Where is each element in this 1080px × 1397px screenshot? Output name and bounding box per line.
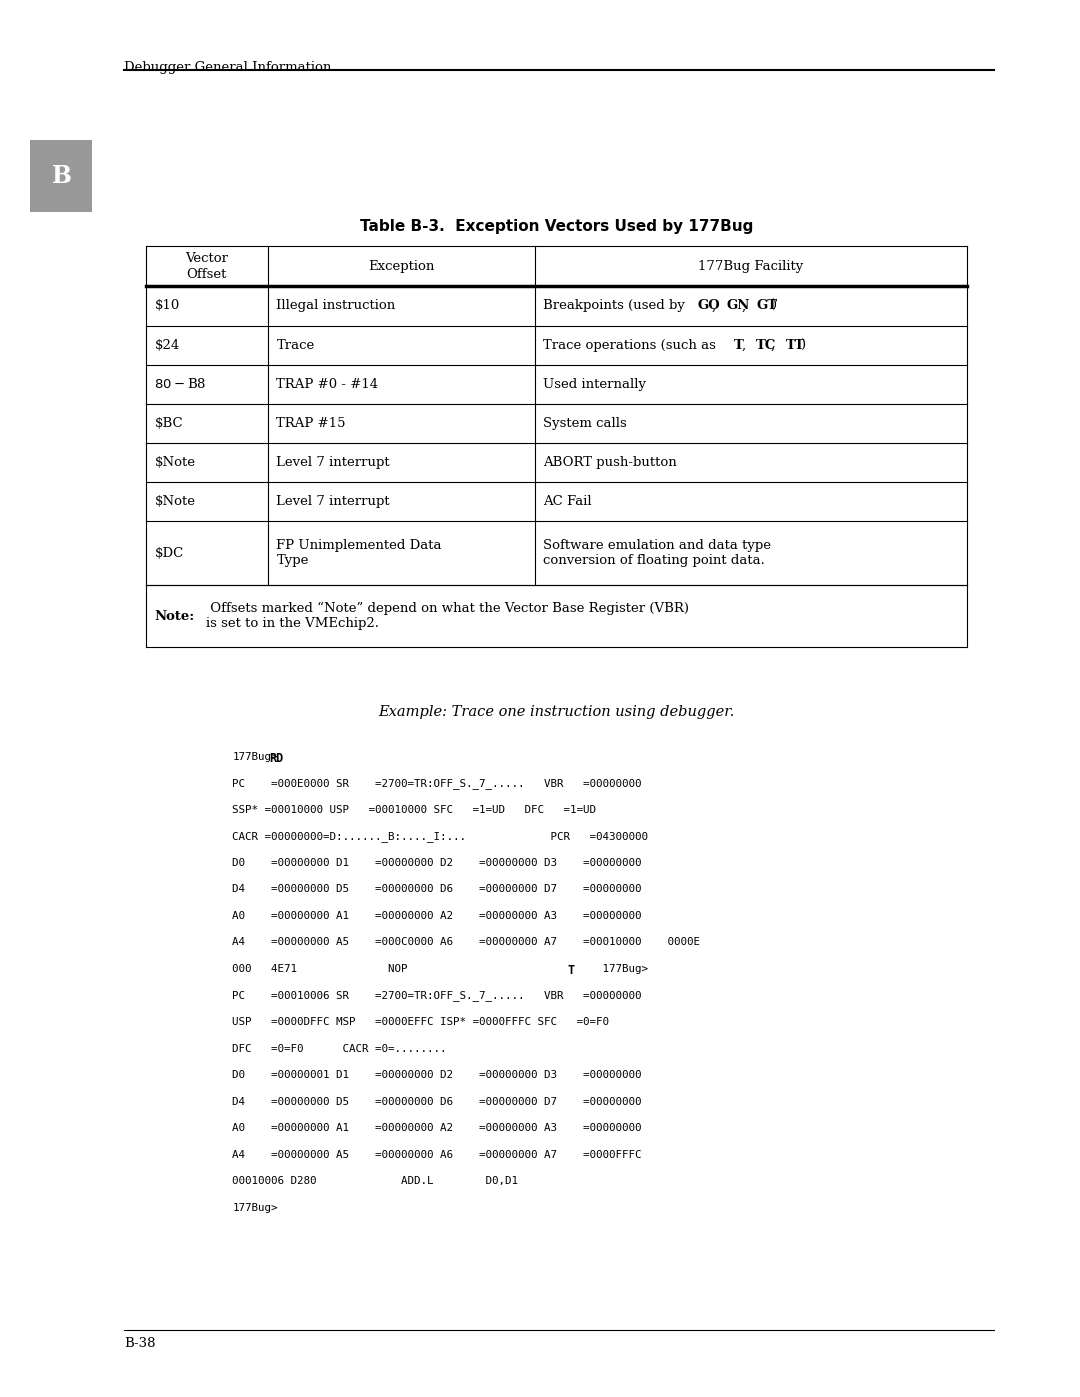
- Text: TRAP #0 - #14: TRAP #0 - #14: [276, 377, 379, 391]
- Text: Offsets marked “Note” depend on what the Vector Base Register (VBR)
is set to in: Offsets marked “Note” depend on what the…: [206, 602, 689, 630]
- Text: $24: $24: [154, 338, 179, 352]
- FancyBboxPatch shape: [30, 140, 92, 212]
- Text: 177Bug>: 177Bug>: [232, 752, 278, 761]
- Text: A0    =00000000 A1    =00000000 A2    =00000000 A3    =00000000: A0 =00000000 A1 =00000000 A2 =00000000 A…: [232, 911, 642, 921]
- Text: Note:: Note:: [154, 609, 194, 623]
- Text: 000   4E71              NOP                              177Bug>: 000 4E71 NOP 177Bug>: [232, 964, 648, 974]
- Text: A0    =00000000 A1    =00000000 A2    =00000000 A3    =00000000: A0 =00000000 A1 =00000000 A2 =00000000 A…: [232, 1123, 642, 1133]
- Text: TC: TC: [756, 338, 777, 352]
- Text: DFC   =0=F0      CACR =0=........: DFC =0=F0 CACR =0=........: [232, 1044, 447, 1053]
- Text: System calls: System calls: [543, 416, 627, 430]
- Text: Breakpoints (used by: Breakpoints (used by: [543, 299, 689, 313]
- Text: $10: $10: [154, 299, 179, 313]
- Text: $Note: $Note: [154, 455, 195, 469]
- Text: D4    =00000000 D5    =00000000 D6    =00000000 D7    =00000000: D4 =00000000 D5 =00000000 D6 =00000000 D…: [232, 1097, 642, 1106]
- Text: TRAP #15: TRAP #15: [276, 416, 346, 430]
- Text: RD: RD: [269, 752, 283, 764]
- Text: AC Fail: AC Fail: [543, 495, 592, 509]
- Text: Trace operations (such as: Trace operations (such as: [543, 338, 720, 352]
- Text: $80-$B8: $80-$B8: [154, 377, 206, 391]
- Text: ): ): [771, 299, 777, 313]
- Text: ,: ,: [742, 338, 750, 352]
- Text: 177Bug Facility: 177Bug Facility: [698, 260, 804, 272]
- Text: Level 7 interrupt: Level 7 interrupt: [276, 455, 390, 469]
- Text: GN: GN: [727, 299, 751, 313]
- Text: B: B: [52, 163, 71, 189]
- Text: CACR =00000000=D:......_B:...._I:...             PCR   =04300000: CACR =00000000=D:......_B:...._I:... PCR…: [232, 831, 648, 842]
- Text: GO: GO: [698, 299, 720, 313]
- Text: $Note: $Note: [154, 495, 195, 509]
- Text: D0    =00000001 D1    =00000000 D2    =00000000 D3    =00000000: D0 =00000001 D1 =00000000 D2 =00000000 D…: [232, 1070, 642, 1080]
- Text: Used internally: Used internally: [543, 377, 646, 391]
- Text: ,: ,: [742, 299, 750, 313]
- Text: ,: ,: [712, 299, 720, 313]
- Text: Trace: Trace: [276, 338, 314, 352]
- Text: PC    =00010006 SR    =2700=TR:OFF_S._7_.....   VBR   =00000000: PC =00010006 SR =2700=TR:OFF_S._7_..... …: [232, 990, 642, 1002]
- Text: A4    =00000000 A5    =000C0000 A6    =00000000 A7    =00010000    0000E: A4 =00000000 A5 =000C0000 A6 =00000000 A…: [232, 937, 700, 947]
- Text: 177Bug>: 177Bug>: [232, 1203, 278, 1213]
- Text: TT: TT: [785, 338, 805, 352]
- Text: $DC: $DC: [154, 546, 184, 560]
- Text: T: T: [567, 964, 575, 977]
- Text: D0    =00000000 D1    =00000000 D2    =00000000 D3    =00000000: D0 =00000000 D1 =00000000 D2 =00000000 D…: [232, 858, 642, 868]
- Text: Example: Trace one instruction using debugger.: Example: Trace one instruction using deb…: [378, 705, 734, 719]
- Text: Debugger General Information: Debugger General Information: [124, 61, 332, 74]
- Text: USP   =0000DFFC MSP   =0000EFFC ISP* =0000FFFC SFC   =0=F0: USP =0000DFFC MSP =0000EFFC ISP* =0000FF…: [232, 1017, 609, 1027]
- Text: PC    =000E0000 SR    =2700=TR:OFF_S._7_.....   VBR   =00000000: PC =000E0000 SR =2700=TR:OFF_S._7_..... …: [232, 778, 642, 789]
- Text: Level 7 interrupt: Level 7 interrupt: [276, 495, 390, 509]
- Text: Vector
Offset: Vector Offset: [186, 251, 228, 281]
- Text: B-38: B-38: [124, 1337, 156, 1350]
- Text: Illegal instruction: Illegal instruction: [276, 299, 395, 313]
- Text: Table B-3.  Exception Vectors Used by 177Bug: Table B-3. Exception Vectors Used by 177…: [360, 219, 753, 235]
- Text: ): ): [800, 338, 806, 352]
- Text: Exception: Exception: [368, 260, 434, 272]
- Text: T: T: [734, 338, 744, 352]
- Text: $BC: $BC: [154, 416, 184, 430]
- Text: 00010006 D280             ADD.L        D0,D1: 00010006 D280 ADD.L D0,D1: [232, 1176, 518, 1186]
- Text: SSP* =00010000 USP   =00010000 SFC   =1=UD   DFC   =1=UD: SSP* =00010000 USP =00010000 SFC =1=UD D…: [232, 805, 596, 814]
- Text: A4    =00000000 A5    =00000000 A6    =00000000 A7    =0000FFFC: A4 =00000000 A5 =00000000 A6 =00000000 A…: [232, 1150, 642, 1160]
- Text: ABORT push-button: ABORT push-button: [543, 455, 677, 469]
- Text: Software emulation and data type
conversion of floating point data.: Software emulation and data type convers…: [543, 539, 771, 567]
- Text: FP Unimplemented Data
Type: FP Unimplemented Data Type: [276, 539, 442, 567]
- Text: ,: ,: [771, 338, 780, 352]
- Text: GT: GT: [756, 299, 778, 313]
- Text: D4    =00000000 D5    =00000000 D6    =00000000 D7    =00000000: D4 =00000000 D5 =00000000 D6 =00000000 D…: [232, 884, 642, 894]
